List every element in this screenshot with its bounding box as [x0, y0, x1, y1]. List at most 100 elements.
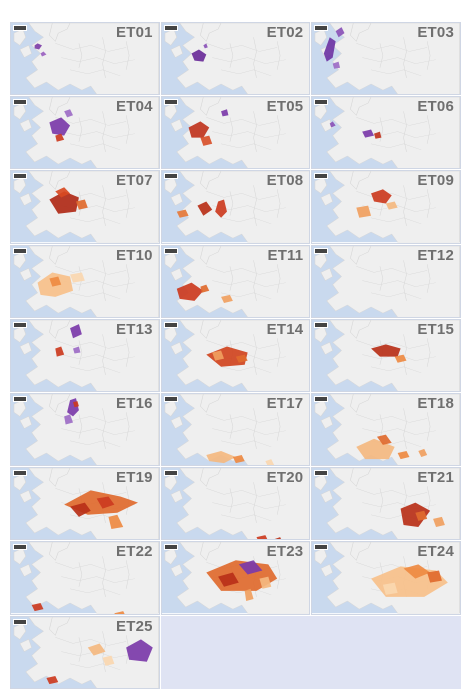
land-area	[350, 468, 372, 487]
map-image	[161, 319, 310, 391]
country-border	[69, 69, 121, 77]
country-border	[205, 265, 277, 275]
land-area	[350, 97, 372, 116]
country-border	[252, 37, 257, 78]
scale-bar-icon	[163, 544, 178, 551]
map-image	[11, 468, 159, 540]
country-border	[356, 191, 428, 201]
country-border	[427, 263, 431, 293]
map-panel-et15: ET15	[311, 318, 461, 392]
land-area	[350, 394, 372, 413]
distribution-patch	[55, 133, 65, 142]
country-border	[403, 37, 408, 78]
country-border	[379, 265, 384, 291]
country-border	[252, 185, 257, 227]
country-border	[276, 115, 281, 144]
country-border	[403, 334, 408, 375]
map-panel-et12: ET12	[311, 244, 461, 318]
map-image	[161, 245, 310, 317]
scale-bar-icon	[314, 25, 329, 31]
country-border	[276, 263, 281, 293]
country-border	[55, 117, 127, 126]
map-image	[11, 245, 159, 317]
scale-bar-icon	[314, 544, 329, 551]
distribution-patch	[238, 560, 263, 575]
country-border	[69, 663, 121, 670]
distribution-patch	[75, 199, 88, 211]
distribution-patch	[324, 37, 336, 62]
map-panel-et06: ET06	[311, 96, 461, 170]
country-border	[379, 488, 384, 513]
land-area	[49, 616, 71, 636]
map-panel-et18: ET18	[311, 393, 461, 467]
empty-panel-area	[160, 615, 461, 689]
land-area	[19, 267, 33, 281]
land-area	[170, 193, 183, 207]
distribution-patch	[418, 448, 428, 458]
distribution-patch	[244, 589, 254, 602]
panel-label: ET04	[116, 98, 153, 116]
distribution-patch	[220, 294, 233, 303]
country-border	[220, 69, 272, 77]
land-area	[199, 171, 222, 191]
panel-label: ET05	[266, 98, 304, 116]
country-border	[69, 292, 121, 299]
distribution-patch	[203, 43, 208, 49]
panel-label: ET17	[266, 395, 304, 412]
map-image	[161, 171, 310, 243]
distribution-patch	[374, 131, 382, 139]
country-border	[362, 428, 437, 435]
country-border	[102, 556, 106, 598]
country-border	[276, 338, 281, 367]
country-border	[229, 191, 233, 217]
country-border	[252, 111, 257, 153]
country-border	[276, 412, 281, 441]
land-area	[170, 45, 183, 58]
map-image	[312, 468, 460, 540]
panel-label: ET06	[417, 98, 454, 116]
panel-label: ET25	[116, 617, 153, 635]
panel-label: ET02	[266, 24, 304, 41]
land-area	[170, 341, 183, 355]
country-border	[125, 41, 130, 70]
country-border	[61, 354, 136, 361]
distribution-patch	[217, 572, 239, 588]
panel-label: ET08	[266, 172, 304, 190]
country-border	[371, 366, 422, 373]
distribution-patch	[49, 191, 79, 215]
country-border	[362, 131, 437, 139]
country-border	[427, 338, 431, 367]
country-border	[371, 292, 422, 299]
country-border	[229, 117, 233, 142]
scale-bar-icon	[163, 396, 178, 402]
scale-bar-icon	[13, 544, 27, 551]
map-panel-et04: ET04	[10, 96, 160, 170]
country-border	[252, 482, 257, 524]
distribution-patch	[49, 117, 71, 136]
panel-label: ET10	[116, 246, 153, 264]
distribution-patch	[415, 510, 428, 522]
country-border	[362, 205, 437, 213]
country-border	[55, 562, 127, 572]
country-border	[229, 488, 233, 513]
country-border	[427, 412, 431, 441]
map-image	[312, 23, 460, 95]
map-panel-et07: ET07	[10, 170, 160, 244]
scale-bar-icon	[13, 470, 27, 477]
distribution-patch	[70, 502, 91, 518]
distribution-patch	[383, 583, 398, 596]
country-border	[78, 562, 83, 588]
country-border	[379, 414, 384, 439]
scale-bar-icon	[163, 99, 178, 106]
country-border	[125, 189, 130, 219]
country-border	[403, 185, 408, 227]
scale-bar-icon	[13, 247, 27, 254]
distribution-patch	[73, 346, 81, 354]
country-border	[252, 408, 257, 449]
country-border	[252, 259, 257, 301]
map-panel-grid: ET01 ET02 ET03 ET04 ET05 ET06 ET07 ET08 ET09 ET10…	[10, 22, 462, 689]
land-area	[19, 416, 33, 429]
map-image	[11, 319, 159, 391]
map-panel-et08: ET08	[160, 170, 311, 244]
land-area	[19, 45, 33, 58]
